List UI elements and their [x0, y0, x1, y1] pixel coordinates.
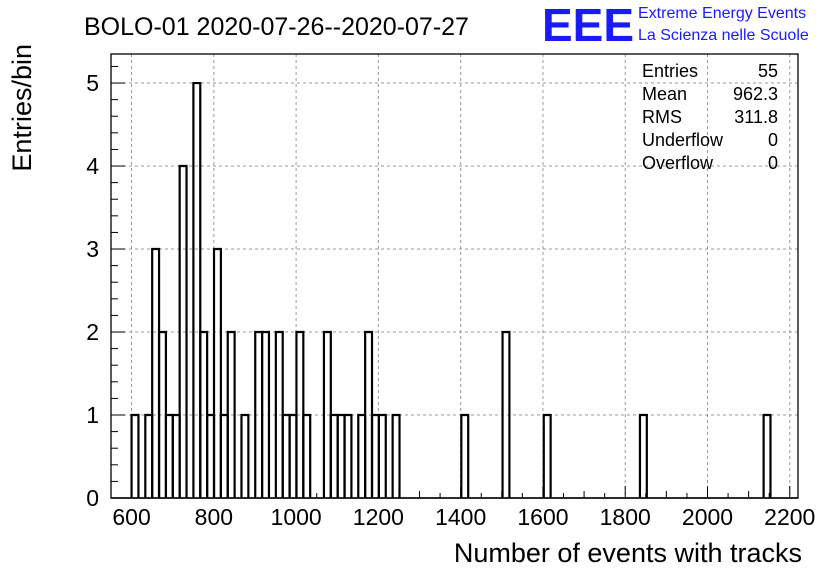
y-tick-label: 4 — [86, 153, 99, 179]
histogram-bin — [391, 413, 401, 498]
stats-label: Underflow — [642, 130, 724, 150]
eee-logo-mark: EEE — [542, 0, 634, 51]
y-axis-title: Entries/bin — [7, 44, 37, 172]
x-tick-label: 800 — [195, 504, 233, 530]
stats-value: 0 — [768, 153, 778, 173]
eee-logo-line1: Extreme Energy Events — [638, 5, 806, 22]
stats-box: Entries 55 Mean 962.3 RMS 311.8 Underflow 0 Over… — [642, 61, 778, 173]
histogram-bin — [302, 413, 312, 498]
histogram-bin — [260, 330, 271, 498]
histogram-bin — [240, 413, 250, 498]
x-tick-label: 1200 — [353, 504, 404, 530]
histogram-bin — [542, 413, 552, 498]
stats-value: 55 — [758, 61, 778, 81]
x-tick-label: 2000 — [682, 504, 733, 530]
stats-value: 0 — [768, 130, 778, 150]
x-tick-label: 1400 — [435, 504, 486, 530]
chart-title: BOLO-01 2020-07-26--2020-07-27 — [84, 13, 469, 41]
histogram-bin — [377, 413, 387, 498]
stats-label: Overflow — [642, 153, 714, 173]
y-tick-label: 3 — [86, 236, 99, 262]
histogram-bin — [178, 164, 188, 498]
x-axis-title: Number of events with tracks — [454, 538, 802, 568]
histogram-bin — [130, 413, 140, 498]
eee-logo-line2: La Scienza nelle Scuole — [638, 27, 809, 44]
x-axis-ticks: 600 800 1000 1200 1400 1600 1800 2000 2200 — [110, 486, 815, 530]
y-axis-ticks: 0 1 2 3 4 5 — [86, 65, 125, 511]
histogram-bin — [192, 81, 202, 498]
x-tick-label: 2200 — [764, 504, 815, 530]
histogram-bin — [762, 413, 772, 498]
histogram-bin — [226, 330, 236, 498]
histogram-bin — [501, 330, 511, 498]
stats-label: RMS — [642, 107, 682, 127]
histogram-bin — [460, 413, 470, 498]
histogram-bin — [212, 247, 222, 498]
y-tick-label: 1 — [86, 402, 99, 428]
y-tick-label: 2 — [86, 319, 99, 345]
x-tick-label: 1000 — [271, 504, 322, 530]
plot-frame — [110, 53, 799, 499]
eee-logo: EEE Extreme Energy Events La Scienza nel… — [542, 0, 809, 51]
y-tick-label: 5 — [86, 70, 99, 96]
stats-value: 311.8 — [734, 107, 778, 127]
y-tick-label: 0 — [86, 485, 99, 511]
stats-label: Entries — [642, 61, 698, 81]
x-tick-label: 600 — [112, 504, 150, 530]
stats-label: Mean — [642, 84, 687, 104]
histogram-bin — [343, 413, 353, 498]
stats-value: 962.3 — [733, 84, 778, 104]
histogram-bin — [638, 413, 648, 498]
x-tick-label: 1600 — [517, 504, 568, 530]
x-tick-label: 1800 — [600, 504, 651, 530]
